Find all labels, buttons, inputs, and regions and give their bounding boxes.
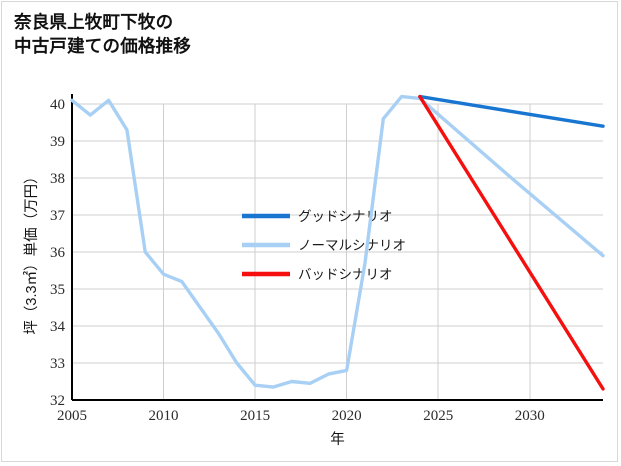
page-title: 奈良県上牧町下牧の 中古戸建ての価格推移 xyxy=(14,12,191,57)
y-axis-tick-label: 36 xyxy=(50,245,66,261)
legend-label: グッドシナリオ xyxy=(298,209,393,224)
y-axis-tick-label: 40 xyxy=(50,97,65,113)
x-axis-tick-label: 2010 xyxy=(149,408,179,424)
series-line-bad xyxy=(418,94,605,391)
y-axis-tick-label: 34 xyxy=(50,319,66,335)
y-axis-tick-label: 38 xyxy=(50,171,65,187)
series-line-good xyxy=(418,94,605,128)
y-axis-tick-label: 37 xyxy=(50,208,66,224)
x-axis-tick-label: 2025 xyxy=(423,408,453,424)
y-axis-tick-label: 39 xyxy=(50,134,65,150)
y-axis-title: 坪（3.3㎡）単価（万円） xyxy=(23,169,40,334)
x-axis-tick-label: 2020 xyxy=(332,408,362,424)
x-axis-title: 年 xyxy=(330,431,345,448)
legend-label: バッドシナリオ xyxy=(298,267,393,282)
legend-label: ノーマルシナリオ xyxy=(298,238,406,253)
y-axis-tick-label: 33 xyxy=(50,356,65,372)
y-axis-tick-label: 32 xyxy=(50,393,65,409)
x-axis-tick-label: 2015 xyxy=(240,408,270,424)
x-axis-tick-label: 2030 xyxy=(515,408,545,424)
series-line-normal xyxy=(70,94,605,389)
x-axis-tick-label: 2005 xyxy=(57,408,87,424)
y-axis-tick-label: 35 xyxy=(50,282,65,298)
